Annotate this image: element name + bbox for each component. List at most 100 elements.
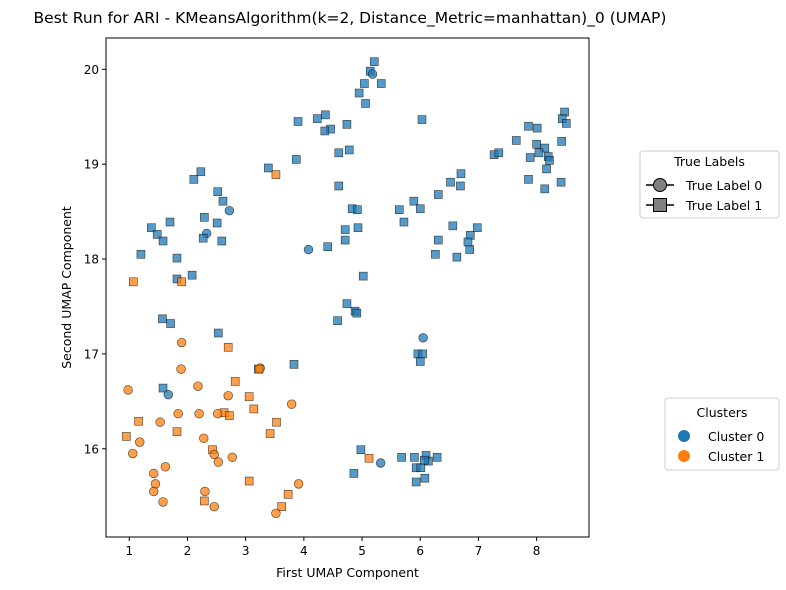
data-point-square — [415, 357, 425, 366]
data-point-square — [344, 145, 354, 155]
data-point-circle — [199, 433, 209, 444]
data-point-circle — [286, 399, 297, 409]
data-point-circle — [155, 417, 165, 427]
data-point-square — [312, 114, 322, 123]
y-tick-label: 17 — [84, 347, 99, 361]
data-point-square — [277, 502, 287, 511]
data-point-square — [545, 156, 554, 165]
data-point-square — [333, 316, 342, 326]
data-point-square — [244, 476, 254, 486]
y-tick-label: 19 — [84, 158, 99, 172]
data-point-square — [418, 349, 427, 359]
data-point-square — [342, 120, 352, 129]
data-point-square — [225, 411, 234, 420]
data-point-square — [152, 230, 162, 239]
data-point-square — [524, 175, 533, 184]
legend-true-labels-title: True Labels — [673, 154, 745, 169]
y-axis-label: Second UMAP Component — [59, 206, 74, 369]
chart-title: Best Run for ARI - KMeansAlgorithm(k=2, … — [34, 9, 667, 28]
data-point-square — [420, 473, 430, 483]
data-point-square — [172, 253, 182, 263]
data-point-square — [147, 223, 156, 233]
legend-label-cluster-1: Cluster 1 — [708, 449, 764, 464]
data-point-circle — [194, 408, 204, 419]
data-point-square — [214, 328, 223, 338]
data-point-square — [198, 233, 208, 243]
data-point-square — [196, 167, 206, 177]
data-point-square — [532, 123, 542, 133]
data-point-square — [557, 137, 566, 146]
data-point-square — [364, 453, 374, 463]
data-point-square — [397, 453, 406, 462]
data-point-circle — [213, 457, 224, 467]
data-point-square — [511, 136, 521, 145]
data-point-square — [323, 242, 333, 252]
points-layer — [122, 57, 571, 518]
x-tick-label: 1 — [125, 544, 133, 558]
data-point-square — [394, 205, 404, 215]
data-point-square — [448, 221, 458, 231]
data-point-square — [353, 223, 363, 233]
data-point-square — [556, 177, 566, 187]
data-point-circle — [209, 449, 219, 460]
data-point-square — [433, 190, 443, 199]
data-point-square — [189, 175, 199, 184]
data-point-circle — [123, 385, 133, 395]
x-axis-label: First UMAP Component — [276, 565, 419, 580]
data-point-square — [129, 277, 138, 287]
data-point-square — [415, 204, 425, 214]
data-point-square — [352, 308, 362, 318]
data-point-square — [334, 181, 344, 191]
data-point-square — [562, 119, 571, 128]
data-point-circle — [163, 389, 173, 400]
data-point-square — [212, 218, 222, 228]
data-point-circle — [223, 390, 233, 401]
legend-clusters-title: Clusters — [697, 405, 748, 420]
data-point-square — [271, 170, 281, 179]
data-point-square — [321, 110, 330, 120]
legend-marker-cluster-0 — [678, 430, 690, 442]
y-axis-ticks: 16 17 18 19 20 — [84, 63, 106, 456]
plot-area-frame — [105, 37, 590, 538]
data-point-square — [177, 277, 186, 287]
data-point-circle — [150, 479, 161, 489]
data-point-square — [420, 455, 429, 465]
data-point-circle — [375, 458, 386, 468]
legend-marker-circle — [653, 178, 667, 192]
data-point-square — [353, 205, 362, 215]
legend-clusters-frame — [664, 397, 780, 471]
data-point-square — [158, 383, 168, 393]
data-point-square — [158, 236, 168, 246]
data-point-square — [463, 237, 473, 247]
data-point-square — [218, 196, 228, 206]
data-point-circle — [271, 508, 281, 518]
x-tick-label: 4 — [300, 544, 308, 558]
data-point-square — [349, 469, 359, 478]
data-point-circle — [135, 437, 145, 447]
data-point-square — [254, 364, 264, 374]
data-point-circle — [209, 501, 219, 512]
data-point-square — [432, 453, 442, 462]
data-point-square — [264, 163, 273, 173]
data-point-square — [360, 79, 369, 88]
data-point-circle — [367, 69, 378, 79]
x-tick-label: 3 — [242, 544, 250, 558]
data-point-square — [358, 271, 368, 281]
data-point-square — [431, 249, 440, 259]
data-point-circle — [158, 497, 168, 507]
data-point-circle — [128, 448, 138, 459]
legend-marker-cluster-1 — [678, 450, 690, 462]
data-point-square — [200, 496, 209, 506]
data-point-square — [200, 212, 209, 222]
x-tick-label: 2 — [184, 544, 192, 558]
data-point-square — [213, 187, 223, 196]
data-point-square — [249, 404, 259, 414]
data-point-square — [525, 153, 535, 162]
legend-clusters: Clusters Cluster 0 Cluster 1 — [664, 397, 780, 471]
data-point-square — [456, 181, 465, 191]
data-point-circle — [303, 244, 314, 255]
data-point-circle — [149, 486, 159, 497]
data-point-square — [134, 416, 143, 426]
legend-true-labels: True Labels True Label 0 True Label 1 — [639, 150, 780, 219]
x-tick-label: 5 — [358, 544, 366, 558]
